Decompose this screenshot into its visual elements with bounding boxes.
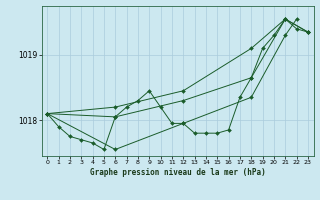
X-axis label: Graphe pression niveau de la mer (hPa): Graphe pression niveau de la mer (hPa) xyxy=(90,168,266,177)
